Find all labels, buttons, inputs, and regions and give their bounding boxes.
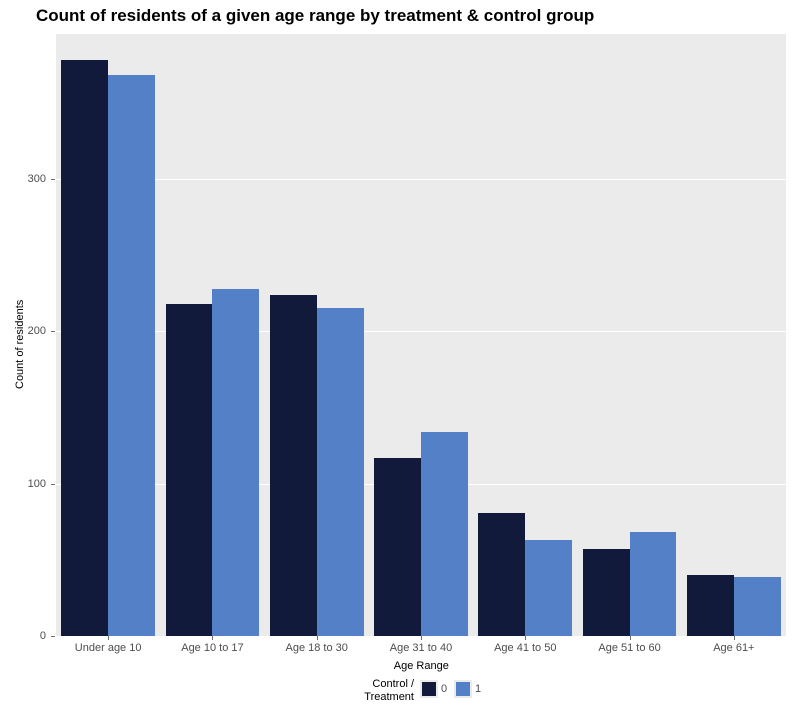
x-tick-mark [525, 636, 526, 640]
y-tick-mark [51, 179, 55, 180]
legend-label: 1 [475, 683, 481, 695]
bar [61, 60, 108, 636]
x-tick-mark [108, 636, 109, 640]
x-tick-label: Age 31 to 40 [390, 642, 452, 654]
bar [630, 532, 677, 636]
x-tick-label: Age 18 to 30 [286, 642, 348, 654]
legend-title: Control / Treatment [354, 678, 414, 704]
legend-swatch [456, 682, 470, 696]
gridline [56, 179, 786, 180]
bar [270, 295, 317, 636]
bar [583, 549, 630, 636]
y-tick-label: 300 [0, 173, 46, 185]
bar [212, 289, 259, 636]
x-tick-label: Age 51 to 60 [598, 642, 660, 654]
y-tick-mark [51, 636, 55, 637]
bar [478, 513, 525, 636]
x-tick-mark [317, 636, 318, 640]
bar [108, 75, 155, 636]
x-tick-label: Age 61+ [713, 642, 754, 654]
y-tick-mark [51, 331, 55, 332]
bar [734, 577, 781, 636]
x-tick-mark [421, 636, 422, 640]
chart-title: Count of residents of a given age range … [36, 6, 782, 26]
x-axis-label: Age Range [394, 660, 449, 672]
bar [687, 575, 734, 636]
bar [374, 458, 421, 636]
x-tick-mark [734, 636, 735, 640]
x-tick-mark [630, 636, 631, 640]
x-tick-label: Under age 10 [75, 642, 142, 654]
x-tick-label: Age 41 to 50 [494, 642, 556, 654]
bar [525, 540, 572, 636]
y-tick-label: 200 [0, 325, 46, 337]
bar [166, 304, 213, 636]
x-tick-mark [212, 636, 213, 640]
x-tick-label: Age 10 to 17 [181, 642, 243, 654]
legend-label: 0 [441, 683, 447, 695]
bar [317, 308, 364, 636]
legend-swatch [422, 682, 436, 696]
y-axis-label: Count of residents [14, 300, 26, 389]
y-tick-mark [51, 484, 55, 485]
bar [421, 432, 468, 636]
y-tick-label: 100 [0, 478, 46, 490]
y-tick-label: 0 [0, 630, 46, 642]
